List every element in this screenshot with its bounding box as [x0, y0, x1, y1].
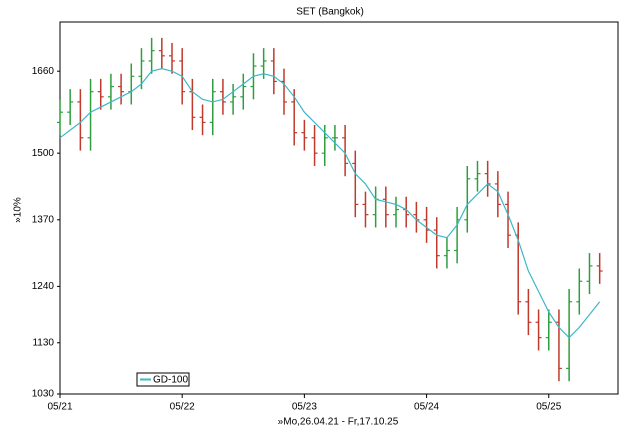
y-axis-label: »10%: [13, 197, 24, 223]
legend-box: [136, 372, 190, 387]
x-tick-label: 05/24: [414, 402, 439, 413]
plot-frame: [59, 21, 619, 395]
legend: GD-100: [136, 372, 190, 387]
x-axis-label: »Mo,26.04.21 - Fr,17.10.25: [278, 417, 399, 428]
x-tick-label: 05/23: [292, 402, 317, 413]
y-tick-label: 1370: [32, 214, 55, 225]
y-tick-label: 1500: [32, 148, 55, 159]
legend-label: GD-100: [153, 375, 188, 386]
moving-average-line: [59, 68, 601, 339]
x-tick-label: 05/22: [170, 402, 195, 413]
y-tick-label: 1030: [32, 389, 55, 400]
x-tick-label: 05/21: [47, 402, 72, 413]
y-tick-label: 1240: [32, 281, 55, 292]
y-tick-label: 1130: [32, 337, 54, 348]
chart-title: SET (Bangkok): [296, 7, 364, 18]
y-tick-label: 1660: [32, 66, 55, 77]
x-tick-label: 05/25: [536, 402, 561, 413]
